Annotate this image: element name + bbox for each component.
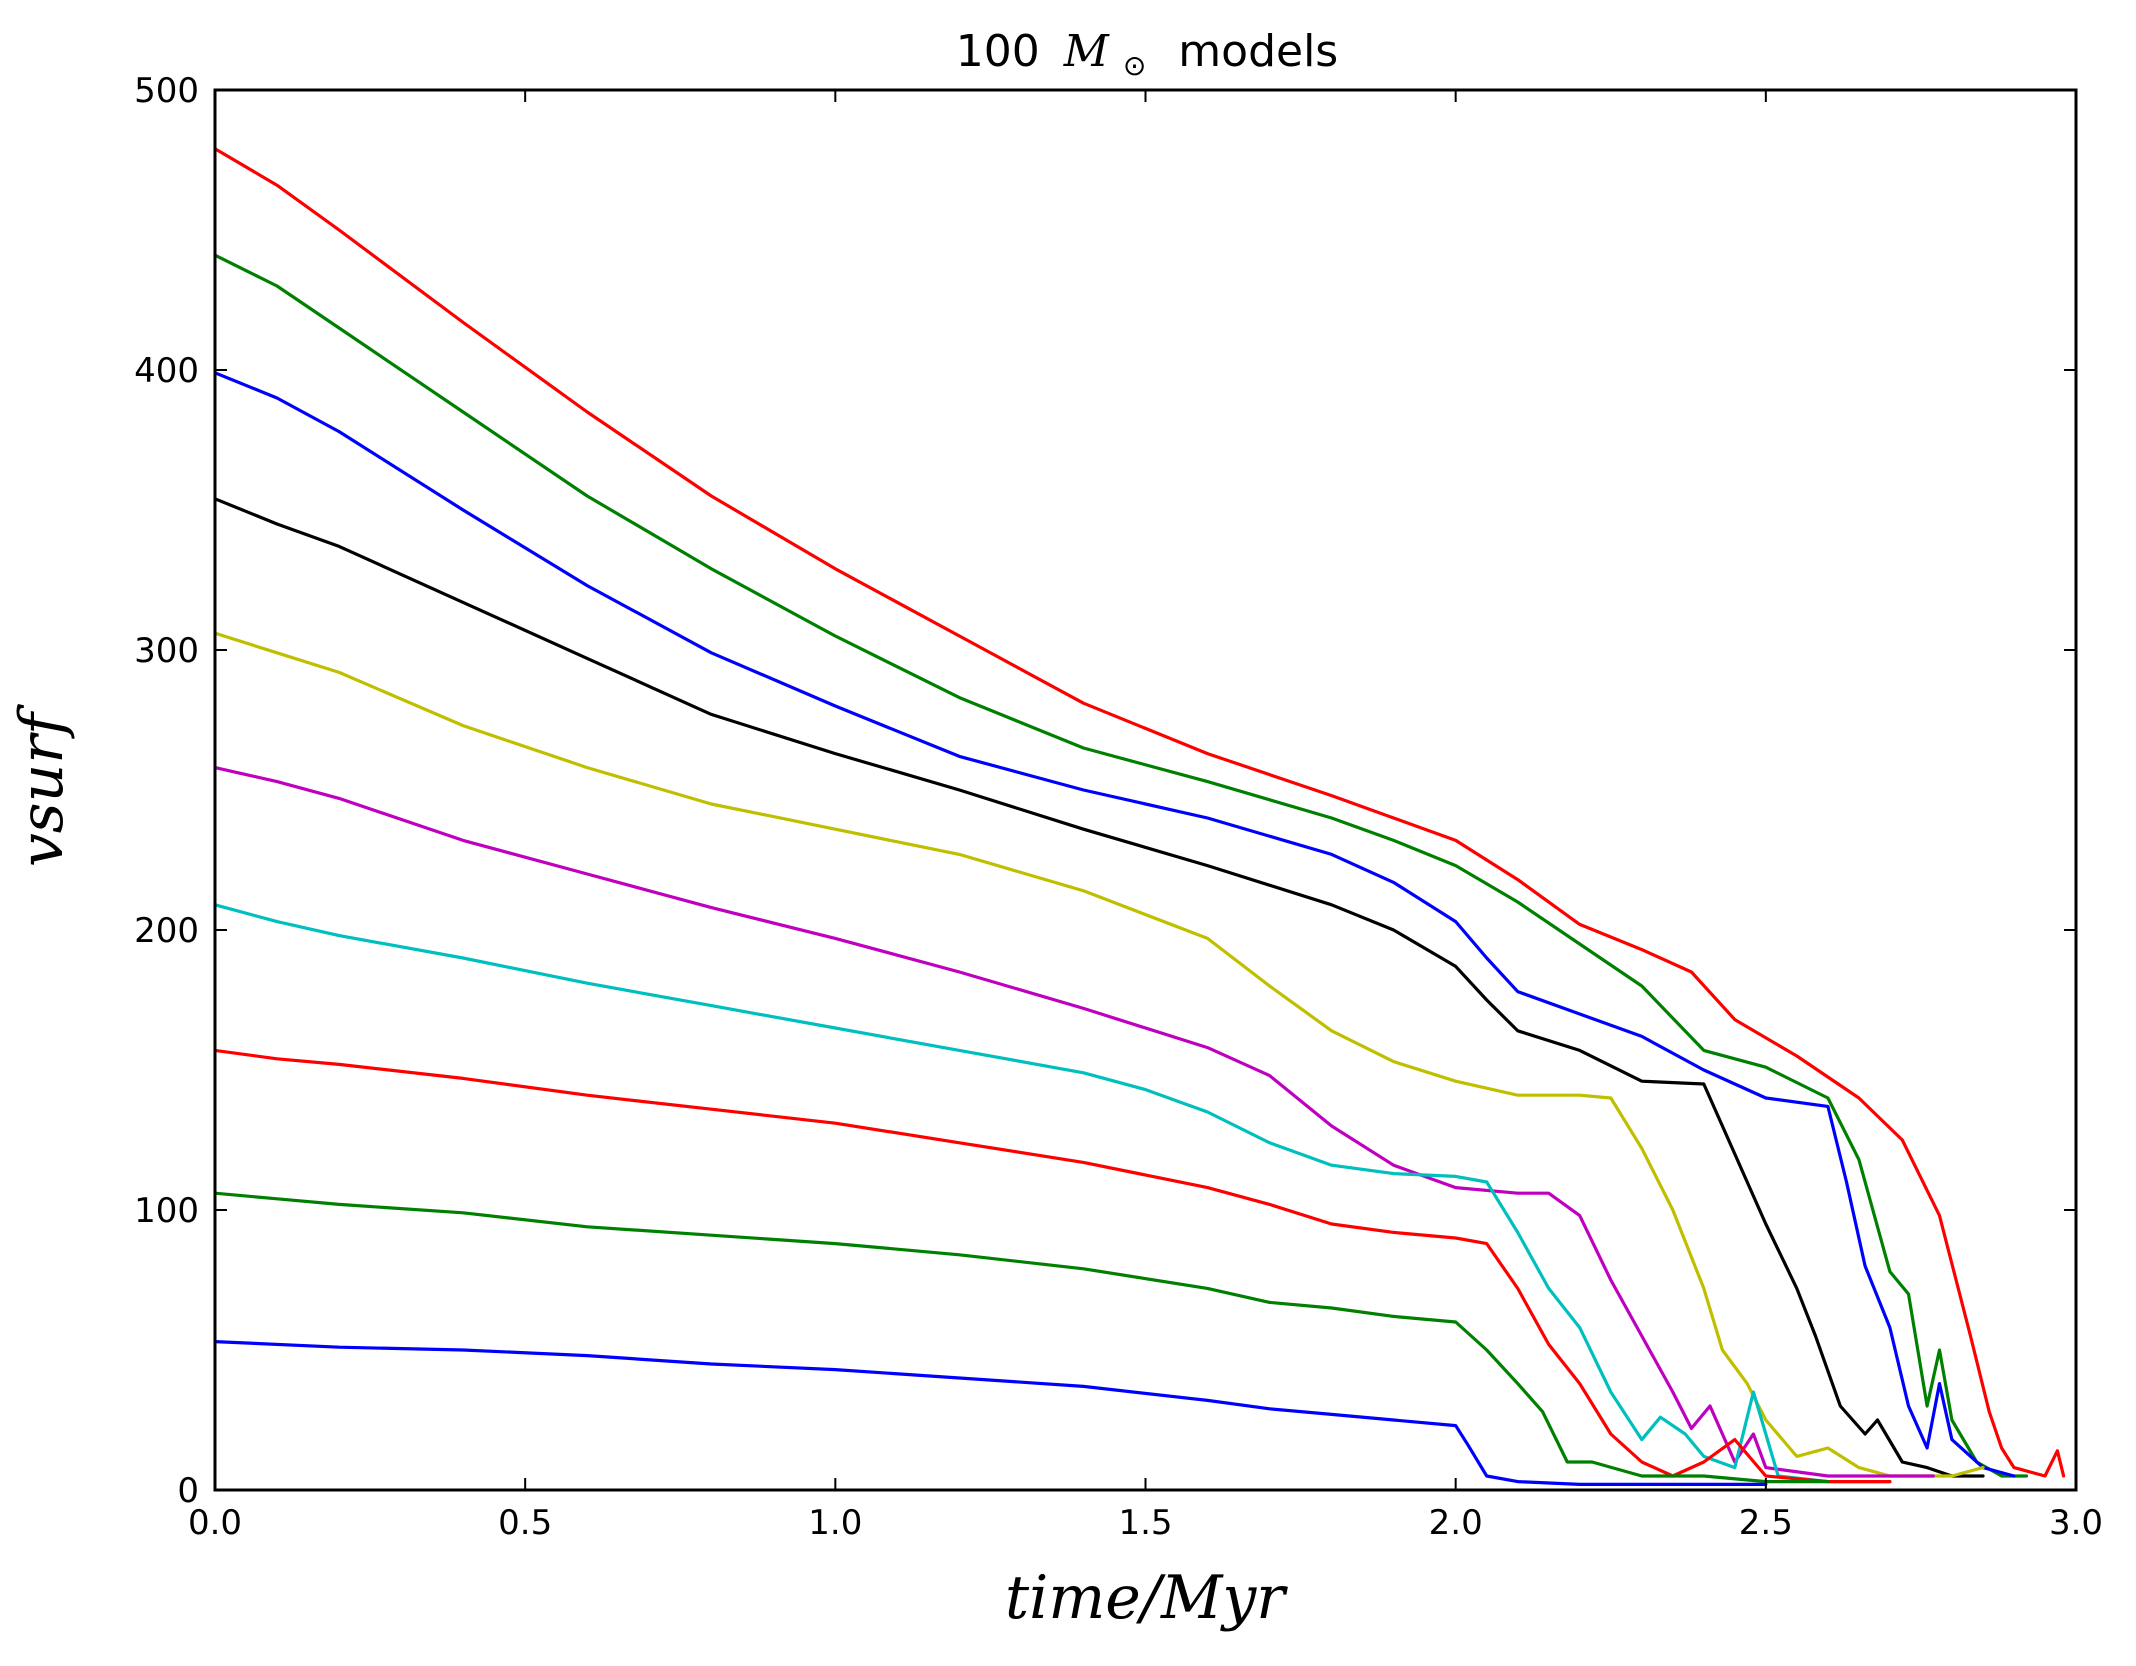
chart-title: 100 M ⊙ models <box>956 26 1338 86</box>
series-line-10 <box>213 1340 1768 1486</box>
x-tick-label: 0.0 <box>188 1503 242 1543</box>
title-prefix: 100 <box>956 26 1040 77</box>
y-axis-label: vsurf <box>7 703 77 867</box>
series-group <box>213 147 2066 1486</box>
x-tick-label: 0.5 <box>498 1503 552 1543</box>
series-line-6 <box>213 766 1935 1478</box>
x-axis-label: time/Myr <box>1005 1563 1288 1633</box>
x-tick-label: 3.0 <box>2049 1503 2103 1543</box>
x-tick-label: 1.5 <box>1118 1503 1172 1543</box>
x-tick-label: 2.5 <box>1739 1503 1793 1543</box>
y-tick-label: 400 <box>134 351 199 391</box>
y-tick-label: 0 <box>177 1471 199 1511</box>
plot-frame <box>213 88 2078 1492</box>
x-tick-label: 2.0 <box>1429 1503 1483 1543</box>
series-line-8 <box>213 1048 1892 1484</box>
y-tick-label: 200 <box>134 911 199 951</box>
series-line-2 <box>213 253 2028 1478</box>
y-tick-label: 100 <box>134 1191 199 1231</box>
title-subscript: ⊙ <box>1123 49 1146 82</box>
series-line-4 <box>213 497 1985 1478</box>
series-line-3 <box>213 371 2016 1478</box>
series-line-1 <box>213 147 2066 1478</box>
series-line-9 <box>213 1191 1830 1484</box>
y-tick-label: 300 <box>134 631 199 671</box>
series-line-7 <box>213 903 1892 1484</box>
series-line-5 <box>213 631 1985 1478</box>
y-tick-label: 500 <box>134 71 199 111</box>
ticks-group: 0.0 0.5 1.0 1.5 2.0 2.5 3.0 0 100 200 300 400 500 <box>134 71 2103 1543</box>
title-suffix: models <box>1178 26 1338 77</box>
x-tick-label: 1.0 <box>808 1503 862 1543</box>
title-symbol: M <box>1063 26 1110 77</box>
